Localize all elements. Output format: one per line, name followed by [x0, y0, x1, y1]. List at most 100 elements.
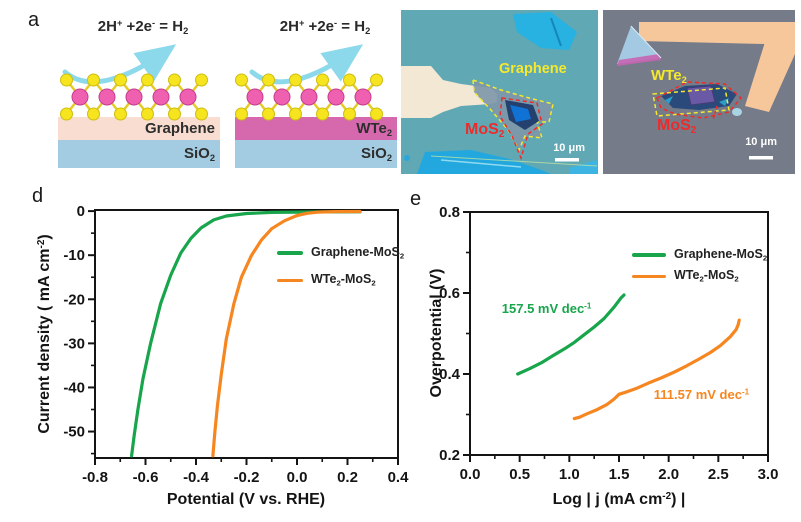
- wte2-layer-label: WTe2: [356, 120, 392, 138]
- sulfur-atom: [316, 107, 329, 121]
- metal-atom: [179, 88, 197, 106]
- mos2-outline-c: [656, 81, 743, 119]
- flake-top-right: [513, 12, 577, 50]
- flake-bottom: [417, 150, 551, 174]
- panel-letter-e: e: [410, 188, 422, 210]
- scale-bar-b: [555, 158, 579, 162]
- scale-text-b: 10 μm: [553, 142, 585, 154]
- x-tick-label: -0.4: [183, 469, 210, 486]
- h2-arrow-left: [62, 44, 177, 85]
- legend-line-swatch: [632, 274, 666, 279]
- panel-d-chart: -0.8 -0.6 -0.4 -0.2 0.0 0.2 0.4 0 -10 -20 -30 -40 -5…: [25, 188, 425, 522]
- graphene-layer-label: Graphene: [144, 120, 215, 137]
- metal-atom: [354, 88, 372, 106]
- mos2-speck-1: [665, 96, 673, 104]
- legend-label: WTe2-MoS2: [311, 272, 376, 288]
- metal-atom: [327, 88, 345, 106]
- x-tick-label: 0.4: [388, 469, 410, 486]
- metal-atom: [273, 88, 291, 106]
- sulfur-atom: [168, 73, 181, 87]
- triangle-flake: [617, 26, 661, 64]
- electrode-arm: [745, 42, 795, 112]
- graphene-label: Graphene: [499, 61, 567, 77]
- tafel-slope-label: 111.57 mV dec-1: [653, 386, 750, 402]
- wte2-outline: [652, 87, 730, 117]
- sulfur-atom: [87, 73, 100, 87]
- mos2-label-c: MoS2: [657, 117, 697, 137]
- thin-flake-line: [430, 155, 598, 167]
- triangle-edge-highlight: [630, 25, 662, 59]
- legend-line-swatch: [277, 251, 303, 255]
- wte2-label: WTe2: [651, 67, 687, 85]
- legend-line-swatch: [632, 253, 666, 257]
- sio2-label-right: SiO2: [360, 145, 392, 163]
- x-tick-label: -0.2: [234, 469, 260, 486]
- x-tick-label: 3.0: [758, 466, 779, 483]
- y-tick-label: 0.2: [439, 447, 460, 464]
- metal-atom: [246, 88, 264, 106]
- legend-item: Graphene-MoS2: [632, 248, 767, 262]
- legend-label: Graphene-MoS2: [311, 245, 405, 261]
- sulfur-atom: [262, 107, 275, 121]
- reaction-equation-right: 2H+ +2e- = H2: [279, 18, 371, 37]
- sulfur-atom: [195, 107, 208, 121]
- sulfur-atom: [114, 73, 127, 87]
- chart-d-xlabel: Potential (V vs. RHE): [166, 491, 326, 508]
- y-tick-label: 0.6: [439, 285, 460, 302]
- sulfur-atom: [195, 73, 208, 87]
- chart-e-svg: 0.0 0.5 1.0 1.5 2.0 2.5 3.0 0.2 0.4 0.6 0.8: [439, 204, 779, 483]
- small-blue-blob: [732, 108, 742, 116]
- sulfur-atom: [289, 73, 302, 87]
- sio2-layer-box-right: [235, 140, 397, 168]
- metal-atom: [152, 88, 170, 106]
- sulfur-atom: [114, 107, 127, 121]
- panel-c-micrograph: WTe2 MoS2 10 μm: [603, 10, 795, 174]
- legend-item: WTe2-MoS2: [277, 273, 404, 287]
- metal-atom: [300, 88, 318, 106]
- mos2-outline: [499, 97, 543, 161]
- x-tick-label: 0.5: [509, 466, 530, 483]
- triangle-flake-strip: [617, 54, 661, 66]
- sio2-label-left: SiO2: [183, 145, 215, 163]
- sulfur-atom: [370, 107, 383, 121]
- chart-e-xlabel: Log | j (mA cm-2) |: [552, 490, 686, 509]
- y-tick-label: -40: [63, 379, 85, 396]
- sulfur-atom: [60, 107, 73, 121]
- sulfur-atom: [343, 107, 356, 121]
- sulfur-atom: [235, 73, 248, 87]
- small-flake-dot: [404, 155, 410, 161]
- metal-atom: [71, 88, 89, 106]
- legend-item: WTe2-MoS2: [632, 269, 767, 283]
- panel-a-schematic: 2H+ +2e- = H2 2H+ +2e- = H2 Graphene SiO…: [8, 8, 398, 180]
- wte2-core-flake: [686, 85, 716, 106]
- schematic-svg: [58, 44, 397, 168]
- series-line-WTe2-MoS2: [572, 318, 741, 421]
- x-tick-label: 0.0: [460, 466, 481, 483]
- reaction-equation-left: 2H+ +2e- = H2: [97, 18, 189, 37]
- micrograph-c-svg: [603, 10, 795, 174]
- chart-d-legend: Graphene-MoS2 WTe2-MoS2: [277, 246, 404, 300]
- legend-label: WTe2-MoS2: [674, 268, 739, 284]
- wte2-layer-box: [235, 117, 397, 140]
- y-tick-label: 0.4: [439, 366, 461, 383]
- y-tick-label: -50: [63, 424, 85, 441]
- sulfur-atom: [87, 107, 100, 121]
- mos2-label-b: MoS2: [465, 121, 505, 141]
- legend-line-swatch: [277, 278, 303, 283]
- flake-bottom-right: [569, 160, 597, 174]
- y-tick-label: -20: [63, 291, 85, 308]
- sulfur-atom: [289, 107, 302, 121]
- mos2-atom-chains: [60, 73, 383, 121]
- legend-label: Graphene-MoS2: [674, 247, 768, 263]
- scale-bar-c: [749, 156, 773, 160]
- panel-b-micrograph: Graphene MoS2 10 μm: [401, 10, 598, 174]
- chart-e-ylabel: Overpotential (V): [428, 268, 445, 398]
- electrode-bar: [639, 22, 795, 50]
- chart-d-ylabel: Current density ( mA cm-2): [35, 234, 54, 434]
- y-tick-label: -10: [63, 247, 85, 264]
- x-tick-label: -0.6: [133, 469, 159, 486]
- metal-atom: [98, 88, 116, 106]
- panel-letter-a: a: [28, 9, 40, 31]
- sulfur-atom: [235, 107, 248, 121]
